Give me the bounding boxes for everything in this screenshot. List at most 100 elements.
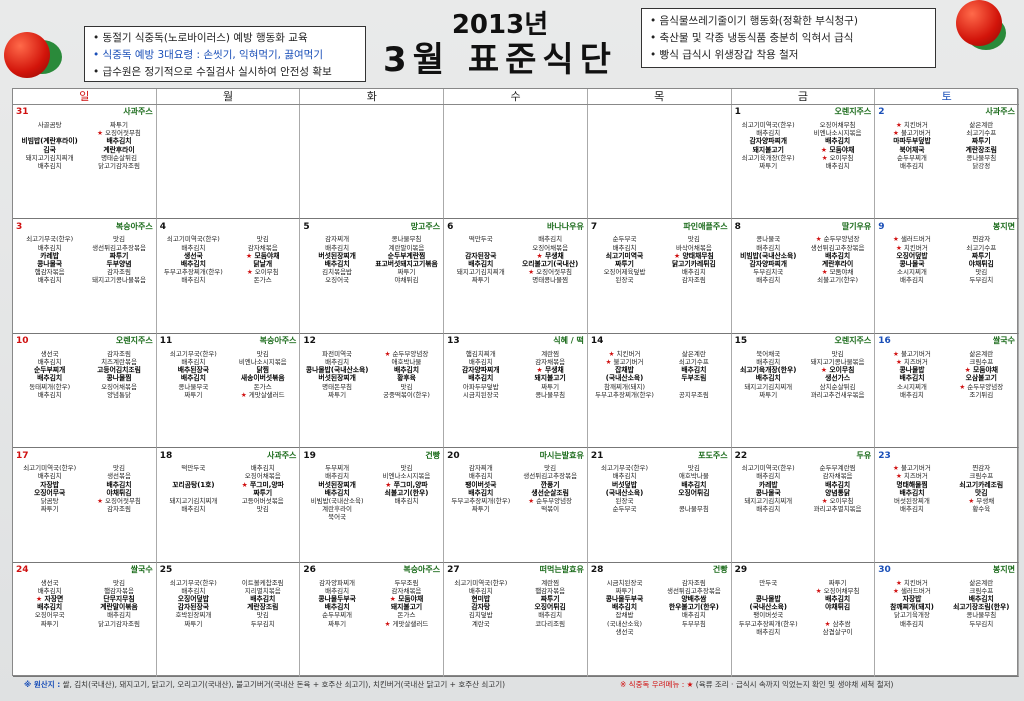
menu-item: 배추김치: [37, 162, 62, 171]
menu-item: 감자양파찌개: [749, 137, 787, 146]
menu-item: 감자채볶음: [822, 472, 853, 481]
menu-item: ★ 샐러드버거: [893, 586, 931, 595]
menu-item: 콩나물무침: [966, 153, 997, 162]
day-number: 24: [16, 564, 29, 575]
menu-item: 감자찌개: [468, 464, 493, 473]
menu-item: (국내산소육): [605, 374, 644, 383]
menu-item: 배추김치: [37, 276, 62, 285]
menu-item: 김국: [43, 145, 56, 154]
menu-item: 쇠고기미역국(한우): [741, 121, 795, 129]
day-cell-25: 25 쇠고기무국(한우) 이트볼케찹조림 배추김치 지리멸치볶음 오징어덮밥 배추김치 감자된…: [156, 562, 301, 677]
menu-item: 배추김치: [755, 374, 781, 383]
menu-item: ★ 삼추쌈: [824, 619, 851, 628]
menu-item: 찐감자: [972, 235, 991, 244]
menu-item: 현미밥: [471, 595, 491, 603]
menu-item: [660, 628, 727, 636]
day-cell-header: [160, 106, 297, 119]
warning-star-icon: ★: [821, 268, 828, 277]
menu-item: 야채튀김: [106, 488, 132, 497]
menu-item: 콩나물국: [756, 235, 781, 244]
warning-star-icon: ★: [536, 366, 543, 375]
menu-item: 잡채밥: [615, 366, 634, 375]
menu-item: 마파두부덮밥: [893, 137, 931, 146]
day-cell-header: [447, 106, 584, 119]
menu-item: ★ 순두부양념장: [815, 235, 860, 244]
menu-item: 순두부계란찜: [387, 251, 426, 260]
menu-item: ★ 오이무침: [821, 153, 854, 162]
menu-item: 두부김치: [969, 619, 994, 628]
warning-star-icon: ★: [97, 497, 103, 505]
menu-item: 돼지고기김치찌개: [25, 153, 74, 162]
menu-item: 호박된장찌개: [175, 611, 212, 620]
menu-items: 파전미역국 ★ 순두부양념장 배추김치 애호박나물 콩나물밥(국내산소육) 배추김치 버섯된…: [303, 350, 440, 399]
menu-item: 콩나물두부국: [318, 595, 356, 603]
menu-items: 감자양파찌개 두부조림 배추김치 감자채볶음 콩나물두부국 ★ 모둠야채 배추김치 돼지불고기…: [303, 579, 440, 628]
menu-item: 배추김치: [612, 243, 637, 252]
menu-items: 북어채국 맛김 배추김치 돼지고기콩나물볶음 쇠고기육개장(한우) ★ 오이무침 배추김치 생…: [735, 350, 872, 399]
menu-item: 돈가스: [253, 276, 272, 285]
menu-item: 콩나물무침: [966, 611, 997, 620]
warning-star-icon: ★: [893, 129, 899, 138]
snack-label: 건빵: [425, 450, 441, 460]
menu-item: 쇠불고기(한우): [817, 276, 859, 285]
menu-item: 계란장조림: [965, 145, 997, 154]
menu-item: 꼬리곰탕(1호): [172, 480, 215, 489]
day-cell-16: 16 쌀국수 ★ 불고기버거 삶은계란 ★ 치즈버거 크림수프 콩나물밥 ★ 모둠야채 배추김치…: [875, 333, 1019, 449]
day-cell-22: 22 두유 쇠고기미역국(한우) 순두부계란찜 배추김치 감자채볶음 카레밥 배추김치 콩나물국…: [731, 448, 876, 563]
day-cell-23: 23 ★ 불고기버거 찐감자 ★ 치즈버거 크림수프 명태해물찜 쇠고기카레조림 배추김치 맛김…: [875, 448, 1019, 563]
warning-star-icon: ★: [821, 153, 828, 162]
menu-item: 맛김: [113, 464, 125, 473]
menu-item: 생선볶음: [107, 472, 131, 481]
menu-item: 새송이버섯볶음: [240, 374, 285, 383]
menu-item: 두부고추장찌개(한우): [451, 497, 511, 505]
menu-items: ★ 샐러드버거 찐감자 ★ 치킨버거 쇠고기수프 오징어덮밥 짜투기 콩나물국 야채튀김 소시지…: [878, 235, 1015, 284]
menu-item: 배추김치: [899, 276, 924, 285]
menu-item: 배추김치: [181, 505, 206, 514]
day-cell-empty: [156, 105, 301, 220]
day-cell-9: 9 봉지면 ★ 샐러드버거 찐감자 ★ 치킨버거 쇠고기수프 오징어덮밥 짜투기 콩나물국 야채튀…: [875, 219, 1019, 334]
menu-item: 배추김치: [325, 358, 350, 366]
day-cell-header: 12: [303, 335, 440, 348]
menu-item: 황후육: [397, 374, 416, 383]
warning-star-icon: ★: [893, 349, 899, 358]
menu-item: ★ 오징어채무침: [815, 586, 860, 595]
menu-item: 감자된장국: [465, 251, 497, 260]
day-cell-header: 3 복숭아주스: [16, 220, 153, 233]
menu-item: 떡만두국: [181, 464, 206, 473]
warning-star-icon: ★: [674, 251, 681, 260]
menu-item: 돈가스: [253, 382, 272, 391]
menu-item: ★ 쭈그미,양파: [241, 480, 284, 489]
menu-item: 배추김치: [37, 358, 62, 366]
menu-item: 콩나물무침: [391, 235, 422, 244]
menu-item: 쇠고기미역국: [605, 251, 644, 260]
menu-item: 쇠고기미역국(한우): [454, 578, 508, 587]
menu-item: 양배추쌈: [681, 595, 707, 603]
day-cell-6: 6 바나나우유 떡만두국 배추김치 오징어채볶음 감자된장국 ★ 무생채 배추김치 오리불고기(…: [444, 219, 588, 334]
menu-item: 햄감자볶음: [34, 268, 65, 277]
menu-item: 두부김치: [250, 619, 275, 628]
menu-item: (국내산소육): [749, 603, 787, 612]
day-number: 7: [590, 221, 598, 232]
menu-item: 떡만두국: [468, 235, 493, 244]
day-cell-21: 21 포도주스 쇠고기무국(한우) 맛김 배추김치 애호박나물 버섯덮밥 배추김치 (국내산소육…: [587, 448, 732, 563]
menu-item: [160, 472, 227, 480]
menu-items: 쇠고기미역국(한우) 맛김 배추김치 감자채볶음 생선국 ★ 모둠야채 배추김치 닭날개 두부고…: [160, 235, 297, 284]
day-number: 2: [878, 107, 885, 118]
menu-item: 버섯된장찌개: [894, 497, 930, 505]
day-cell-header: 30 봉지면: [878, 564, 1015, 577]
menu-item: 황수육: [972, 505, 991, 514]
menu-item: 감자채볶음: [535, 358, 566, 366]
menu-item: 감자채볶음: [247, 243, 278, 252]
menu-item: ★ 오이무침: [246, 268, 279, 277]
day-number: 17: [16, 450, 29, 461]
menu-item: 배추김치: [394, 497, 419, 505]
menu-item: 삶은계란: [969, 349, 994, 358]
menu-item: 카레밥: [758, 480, 778, 489]
day-cell-header: 5 망고주스: [303, 220, 440, 233]
menu-item: 버섯된장찌개: [318, 251, 356, 260]
menu-item: 콩나물두부국: [605, 595, 644, 603]
menu-item: 짜투기: [328, 619, 347, 628]
menu-items: 생선국 맛김 배추김치 햄감자볶음 ★ 자장면 단무지무침 배추김치 계란말이볶음 오징어무국 배…: [16, 579, 153, 628]
menu-items: 사골곰탕 짜투기 ★ 오징어젓무침 비빔밥(계란후라이) 배추김치 김국 계란후라이 돼지고기…: [16, 121, 153, 170]
